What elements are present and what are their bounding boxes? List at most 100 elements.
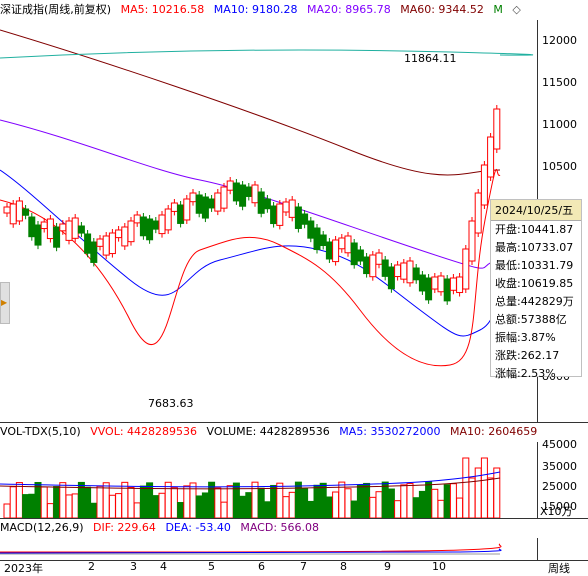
volume-bar	[133, 502, 141, 519]
volume-bar	[201, 492, 209, 519]
chart-title: 深证成指(周线,前复权)	[0, 3, 112, 16]
candle	[363, 256, 371, 275]
candle	[28, 216, 36, 238]
price-panel[interactable]: 11864.11 7683.63 ▶	[0, 20, 538, 422]
volume-bar	[480, 457, 488, 519]
quote-row: 收盘:10619.85	[495, 277, 574, 290]
volume-bar	[53, 486, 61, 519]
dif-label: DIF: 229.64	[93, 521, 156, 534]
candle	[412, 267, 420, 281]
candle	[164, 208, 172, 231]
candle	[15, 200, 23, 222]
candle	[90, 241, 98, 263]
volume-bar	[449, 483, 457, 519]
candle	[40, 221, 48, 230]
volume-bar	[418, 490, 426, 519]
high-annotation: 11864.11	[404, 52, 457, 65]
volume-bar	[22, 494, 30, 519]
volume-bar	[400, 484, 408, 519]
price-axis: 12000 11500 11000 10500 8000	[538, 20, 588, 422]
volume-bar	[350, 500, 358, 519]
candle	[462, 248, 470, 290]
candle	[77, 225, 85, 234]
candle	[400, 262, 408, 280]
candle	[456, 276, 464, 294]
volume-bar	[183, 485, 191, 519]
divider	[0, 422, 588, 423]
candle	[71, 217, 79, 239]
candle	[425, 277, 433, 301]
ma10-label: MA10: 9180.28	[213, 3, 298, 16]
candle	[65, 220, 73, 241]
volume-bar	[263, 501, 271, 519]
volume-bar	[270, 484, 278, 519]
volume-bar	[437, 499, 445, 519]
diamond-icon[interactable]: ◇	[512, 3, 521, 16]
volume-bar	[325, 496, 333, 519]
divider	[0, 518, 588, 519]
candle	[232, 182, 240, 202]
volume-bar	[152, 495, 160, 519]
candle	[59, 223, 67, 232]
volume-bar	[40, 486, 48, 519]
candle	[319, 234, 327, 247]
price-svg	[0, 29, 534, 367]
vol-tick: 35000	[542, 460, 577, 473]
price-tick: 11500	[542, 76, 577, 89]
candle	[53, 226, 61, 248]
teal-line	[0, 49, 534, 59]
volume-bar	[208, 481, 216, 519]
candle	[313, 227, 321, 251]
quote-row: 振幅:3.87%	[495, 331, 556, 344]
volume-bar	[115, 493, 123, 519]
candle	[34, 224, 42, 246]
candle	[338, 237, 346, 250]
volume-bar	[9, 486, 17, 519]
volume-bar	[375, 491, 383, 519]
candle	[350, 242, 358, 266]
volume-bar	[28, 493, 36, 519]
candle	[449, 277, 457, 291]
x-label: 9	[384, 560, 391, 573]
ma60-label: MA60: 9344.52	[400, 3, 484, 16]
candle	[263, 198, 271, 210]
candle	[226, 180, 234, 191]
candle	[375, 252, 383, 265]
candle	[325, 241, 333, 260]
vol-ma5-label: MA5: 3530272000	[339, 425, 441, 438]
candle	[257, 191, 265, 214]
volume-bar	[257, 487, 265, 519]
more-label: M	[493, 3, 503, 16]
candle	[394, 264, 402, 278]
candle	[139, 216, 147, 237]
candle	[369, 254, 377, 278]
candle	[307, 220, 315, 239]
macd-label: MACD: 566.08	[240, 521, 320, 534]
candle	[46, 218, 54, 240]
macd-panel[interactable]	[0, 538, 538, 560]
macd-title: MACD(12,26,9)	[0, 521, 84, 534]
candle	[208, 198, 216, 209]
candle	[121, 226, 129, 247]
volume-bar	[195, 495, 203, 519]
volume-bar	[307, 500, 315, 519]
candle	[251, 184, 259, 204]
x-label: 8	[340, 560, 347, 573]
volume-panel[interactable]	[0, 442, 538, 519]
candle	[437, 275, 445, 293]
volume-bar	[65, 494, 73, 519]
candle	[127, 220, 135, 243]
quote-row: 涨幅:2.53%	[495, 367, 556, 380]
x-label: 7	[300, 560, 307, 573]
low-annotation: 7683.63	[148, 397, 194, 410]
price-tick: 12000	[542, 34, 577, 47]
left-arrow-icon[interactable]: ▶	[0, 282, 10, 324]
candle	[177, 204, 185, 224]
candle	[146, 218, 154, 241]
volume-bar	[412, 497, 420, 519]
volume-bar	[282, 496, 290, 519]
vol-ma5-line	[0, 471, 501, 488]
candle	[270, 205, 278, 225]
vol-title: VOL-TDX(5,10)	[0, 425, 81, 438]
volume-bar	[431, 488, 439, 519]
